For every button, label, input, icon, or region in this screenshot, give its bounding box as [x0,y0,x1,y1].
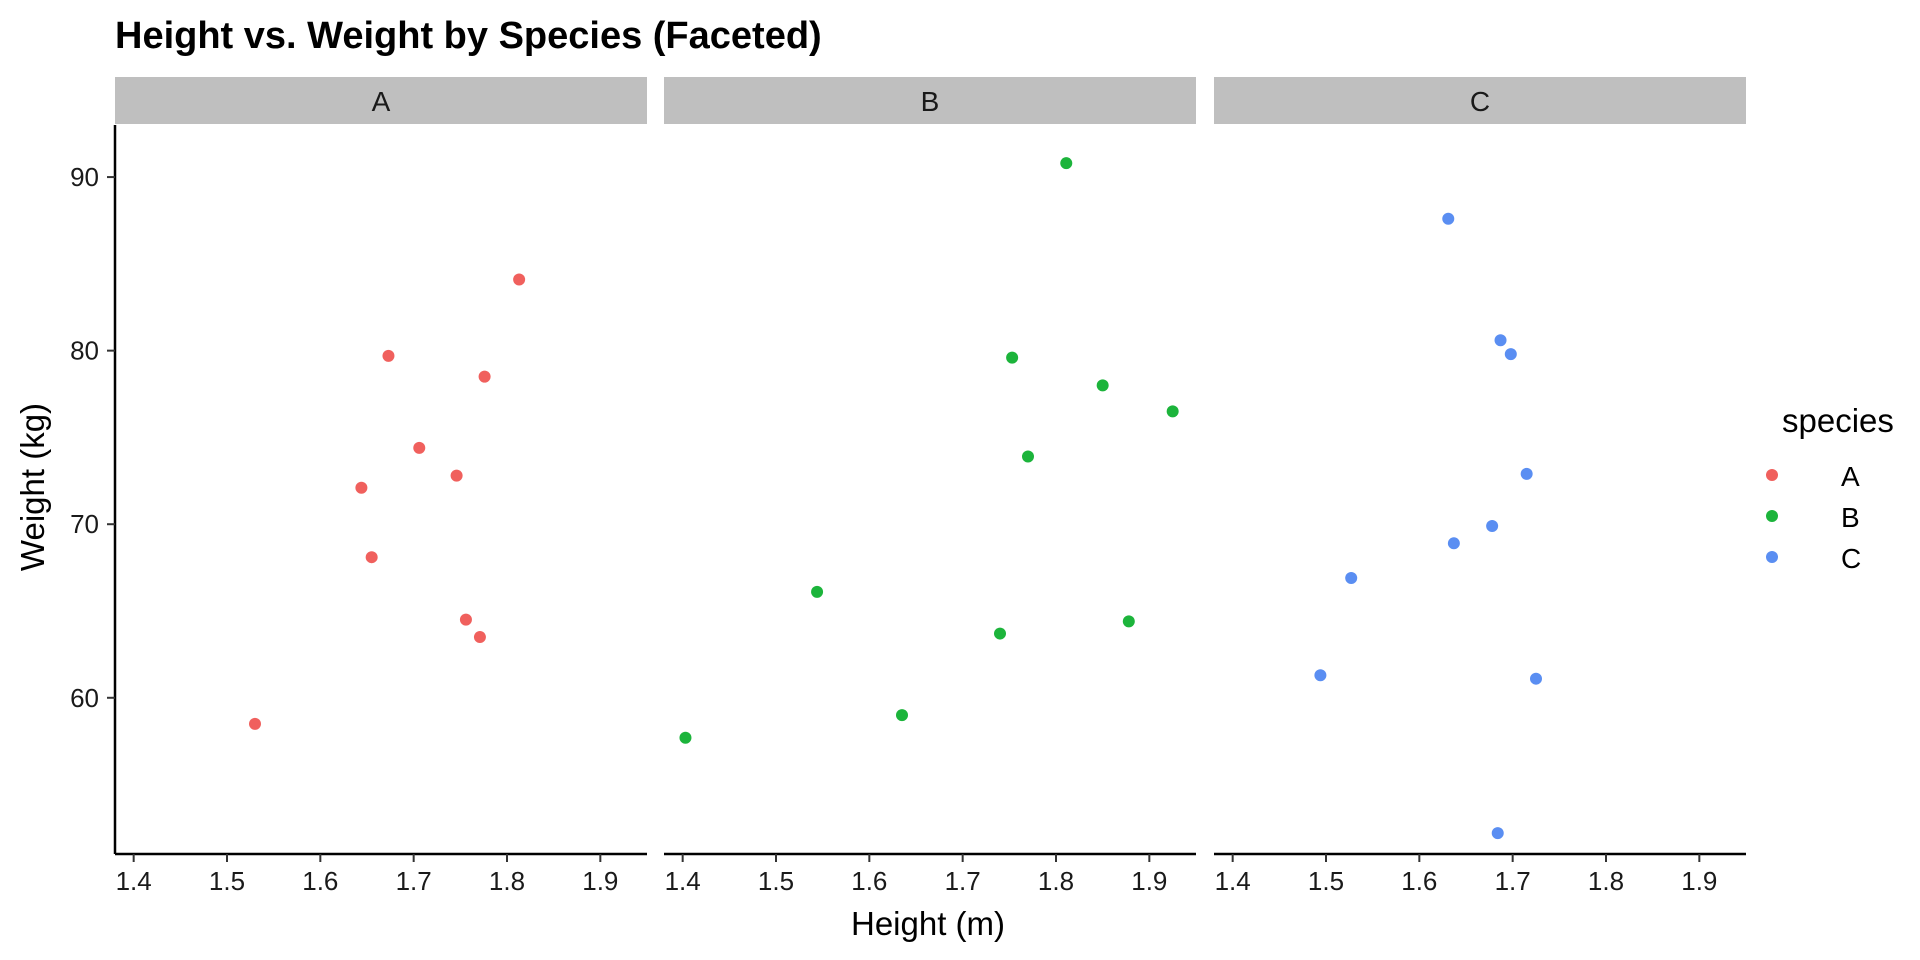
data-point-c [1491,827,1504,840]
x-tick-label: 1.4 [116,866,152,896]
data-point-b [1166,405,1179,418]
data-point-b [811,585,824,598]
data-point-c [1442,212,1455,225]
legend: species ABC [1766,402,1894,574]
data-point-b [896,709,908,722]
x-tick-label: 1.6 [851,866,887,896]
data-point-c [1520,467,1533,480]
facet-panel-b: B 1.4 1.5 1.6 1.7 1.8 1.9 [664,77,1196,896]
data-point-b [1122,615,1135,628]
facet-strip-label: C [1470,86,1490,117]
x-tick-label: 1.8 [1038,866,1074,896]
facet-panel-a: A 1.4 1.5 1.6 1.7 1.8 1.9 60 70 80 90 [70,77,647,896]
data-point-b [1006,351,1019,364]
data-point-a [513,273,526,286]
data-point-a [365,551,378,564]
legend-key-a [1766,469,1778,481]
data-point-b [1096,379,1109,392]
x-tick-label: 1.4 [665,866,701,896]
x-tick-label: 1.8 [1588,866,1624,896]
x-tick-label: 1.9 [582,866,618,896]
x-tick-label: 1.9 [1681,866,1717,896]
data-point-c [1345,572,1358,585]
data-point-a [478,370,491,383]
data-point-c [1504,348,1517,361]
facet-strip [115,77,647,124]
facet-strip-label: B [921,86,940,117]
data-point-b [994,627,1006,640]
x-tick-label: 1.5 [1308,866,1344,896]
legend-key-b [1766,510,1778,522]
y-tick-label: 90 [70,162,99,192]
data-point-b [1060,157,1073,170]
data-point-a [355,481,368,494]
facet-strip [664,77,1196,124]
data-point-a [382,349,395,362]
x-tick-label: 1.5 [758,866,794,896]
legend-label-b: B [1841,502,1860,533]
facet-panels: A 1.4 1.5 1.6 1.7 1.8 1.9 60 70 80 90 B 1.4 1.5 1.6 1.7… [70,77,1746,896]
data-point-a [473,631,486,644]
data-point-c [1447,537,1460,550]
y-axis-title: Weight (kg) [14,403,51,571]
data-point-b [1022,450,1034,463]
x-axis-title: Height (m) [851,905,1005,942]
data-point-c [1486,519,1499,532]
x-tick-label: 1.7 [945,866,981,896]
legend-label-a: A [1841,461,1860,492]
data-point-a [459,613,472,626]
data-point-a [450,469,463,482]
x-tick-label: 1.6 [1401,866,1437,896]
x-tick-label: 1.4 [1215,866,1251,896]
data-point-c [1314,669,1327,682]
x-tick-label: 1.5 [209,866,245,896]
legend-title: species [1782,402,1894,439]
y-tick-label: 80 [70,336,99,366]
data-point-b [679,731,692,744]
x-tick-label: 1.9 [1131,866,1167,896]
legend-key-c [1766,551,1778,563]
y-tick-label: 70 [70,509,99,539]
x-tick-label: 1.7 [396,866,432,896]
data-point-a [249,717,261,730]
data-point-c [1494,334,1507,347]
x-tick-label: 1.7 [1495,866,1531,896]
x-tick-label: 1.6 [302,866,338,896]
facet-panel-c: C 1.4 1.5 1.6 1.7 1.8 1.9 [1214,77,1746,896]
data-point-c [1530,672,1542,685]
chart-title: Height vs. Weight by Species (Faceted) [115,15,822,57]
facet-strip-label: A [372,86,391,117]
y-tick-label: 60 [70,683,99,713]
facet-strip [1214,77,1746,124]
legend-label-c: C [1841,543,1861,574]
x-tick-label: 1.8 [489,866,525,896]
data-point-a [413,441,426,454]
